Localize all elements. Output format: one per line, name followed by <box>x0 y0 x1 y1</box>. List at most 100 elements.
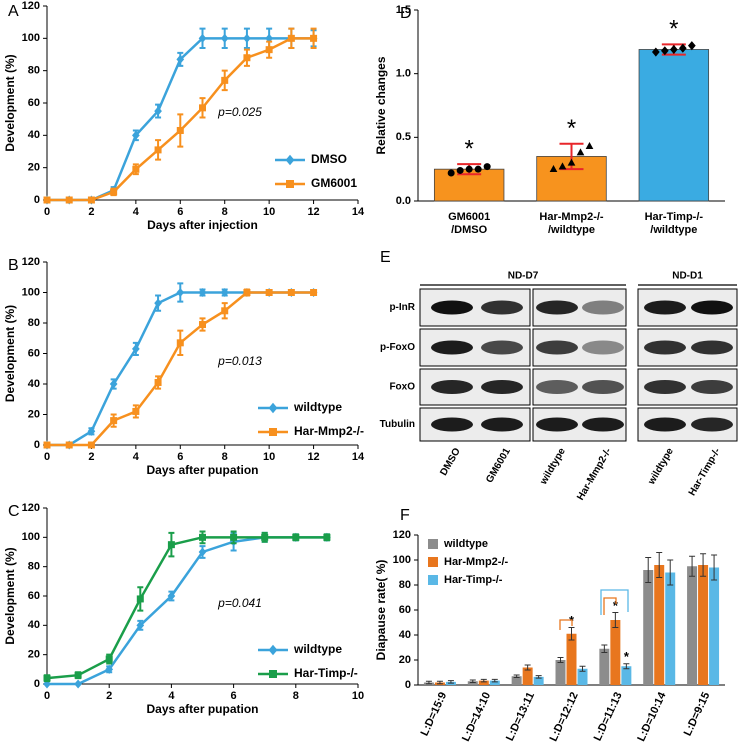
x-tick-label: 10 <box>352 690 364 702</box>
marker <box>109 379 118 389</box>
x-tick-label: 4 <box>168 690 175 702</box>
marker <box>230 533 238 541</box>
marker <box>243 54 251 62</box>
marker <box>176 126 184 134</box>
marker <box>74 671 82 679</box>
y-tick-label: 20 <box>399 654 411 666</box>
legend-label: Har-Mmp2-/- <box>444 556 509 568</box>
x-tick-label: 12 <box>307 206 319 218</box>
y-tick-label: 0 <box>34 194 40 206</box>
marker <box>176 339 184 347</box>
bar <box>610 620 621 685</box>
y-tick-label: 60 <box>28 590 40 602</box>
marker <box>287 289 295 296</box>
band <box>644 340 686 355</box>
legend-marker <box>268 644 278 656</box>
legend-label: Har-Timp-/- <box>444 574 503 586</box>
legend-label: wildtype <box>443 538 488 550</box>
y-tick-label: 80 <box>399 579 411 591</box>
band <box>644 417 686 432</box>
band <box>536 380 578 394</box>
error-bar <box>689 555 696 577</box>
x-tick-label: 6 <box>177 206 183 218</box>
marker <box>483 163 491 171</box>
marker <box>105 664 114 674</box>
y-tick-label: 40 <box>28 619 40 631</box>
marker <box>154 298 162 308</box>
y-axis-title: Development (%) <box>3 54 17 151</box>
x-tick-label: 10 <box>263 451 275 463</box>
error-bar <box>711 554 718 581</box>
lane-label: DMSO <box>438 446 463 478</box>
error-bar <box>557 657 564 663</box>
row-label: Tubulin <box>380 419 415 430</box>
error-bar <box>700 553 707 577</box>
marker <box>669 44 678 55</box>
error-bar <box>436 680 443 685</box>
marker <box>136 620 145 630</box>
marker <box>199 104 206 112</box>
band <box>536 340 578 355</box>
x-tick-label: 2 <box>106 690 112 702</box>
annotation: p=0.013 <box>217 354 262 368</box>
row-label: FoxO <box>389 382 415 393</box>
legend-marker <box>269 670 277 678</box>
marker <box>65 196 73 204</box>
bar <box>489 680 500 685</box>
marker <box>576 148 585 156</box>
x-tick-label: L:D=15:9 <box>419 690 450 737</box>
x-tick-label: 4 <box>133 206 140 218</box>
x-tick-label: L:D=12:12 <box>548 690 581 743</box>
y-tick-label: 0 <box>34 678 40 690</box>
marker <box>132 130 140 140</box>
band <box>431 380 473 394</box>
y-tick-label: 0 <box>34 439 40 451</box>
bar <box>709 567 720 685</box>
marker <box>43 674 51 682</box>
legend-label: wildtype <box>293 642 342 656</box>
bar <box>555 660 566 685</box>
marker <box>110 417 118 425</box>
error-bar <box>645 557 652 583</box>
x-tick-label: 8 <box>222 451 228 463</box>
marker <box>678 43 687 53</box>
y-axis-title: Relative changes <box>374 56 388 154</box>
marker <box>198 33 207 43</box>
error-bar <box>601 644 608 653</box>
y-axis-title: Development (%) <box>3 547 17 644</box>
x-tick-label: 14 <box>352 206 365 218</box>
bar <box>566 633 577 685</box>
x-tick-label: 2 <box>88 451 94 463</box>
panel-label: E <box>380 249 391 266</box>
panel-label: D <box>400 5 412 22</box>
marker <box>549 164 558 172</box>
marker <box>310 289 318 296</box>
y-tick-label: 0.0 <box>396 195 411 207</box>
x-tick-label: 12 <box>307 451 319 463</box>
marker <box>660 46 669 56</box>
band <box>481 300 523 315</box>
y-tick-label: 40 <box>28 129 40 141</box>
band <box>481 417 523 432</box>
marker <box>310 34 318 42</box>
legend-marker <box>268 402 278 414</box>
y-tick-label: 80 <box>28 65 40 77</box>
band <box>536 300 578 315</box>
band <box>582 340 624 355</box>
panel-label: F <box>400 507 410 524</box>
marker <box>287 34 295 42</box>
marker <box>132 407 140 415</box>
x-tick-label: 6 <box>231 690 237 702</box>
marker <box>105 655 113 663</box>
x-tick-label: 8 <box>222 206 228 218</box>
y-tick-label: 0.5 <box>396 131 411 143</box>
bar <box>533 676 544 685</box>
marker <box>651 47 660 57</box>
legend-marker <box>286 180 294 188</box>
x-tick-label: L:D=10:14 <box>635 690 669 743</box>
marker <box>198 287 207 298</box>
error-bar <box>667 559 674 586</box>
lane-label: wildtype <box>646 446 676 487</box>
legend-swatch <box>428 575 438 585</box>
y-tick-label: 60 <box>28 347 40 359</box>
